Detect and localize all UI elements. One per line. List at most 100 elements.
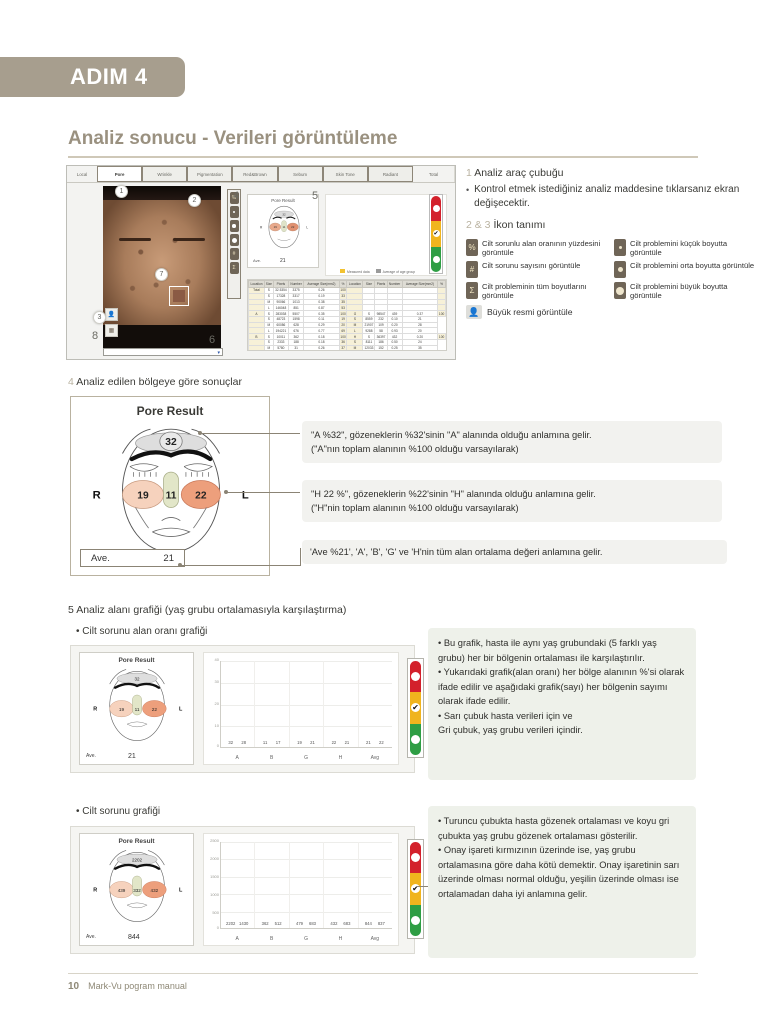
table-row[interactable]: A S 283038 5507 0.35 100 G S 98547 439 0.37 100 xyxy=(248,310,446,317)
section5-sub2: • Cilt sorunu grafiği xyxy=(76,806,160,817)
svg-text:2202: 2202 xyxy=(132,857,143,862)
icon-definitions-grid: % Cilt sorunlu alan oranının yüzdesini g… xyxy=(466,239,756,300)
section4-ave-label: Ave. xyxy=(91,552,110,564)
hash-count-icon[interactable]: # xyxy=(229,248,239,260)
tab-sebum[interactable]: Sebum xyxy=(277,166,323,182)
table-cell: 0.18 xyxy=(303,339,340,346)
svg-text:R: R xyxy=(93,489,101,501)
table-row[interactable]: L 194221 676 0.77 69 L 9288 58 0.93 20 xyxy=(248,327,446,335)
medium-size-icon[interactable] xyxy=(229,220,239,232)
ann-heading-2-num: 2 & 3 xyxy=(466,219,491,231)
leader-line-ave xyxy=(180,565,300,566)
th-size: Size xyxy=(263,280,274,288)
x-axis-label: H xyxy=(338,755,343,761)
table-cell: 283038 xyxy=(272,310,290,317)
sigma-all-icon[interactable]: Σ xyxy=(229,262,239,274)
tab-radiant[interactable]: Radiant xyxy=(367,166,413,182)
bullet-dot-icon: • xyxy=(76,626,80,637)
callout-3: 3 xyxy=(93,311,106,324)
tab-skin-tone[interactable]: Skin Tone xyxy=(322,166,368,182)
bar-value-label: 28 xyxy=(241,740,247,745)
bar-value-label: 683 xyxy=(309,921,317,926)
percent-icon: % xyxy=(466,239,478,256)
page-footer: 10 Mark-Vu pogram manual xyxy=(68,981,187,992)
tab-pore[interactable]: Pore xyxy=(97,166,143,182)
analysis-toolbar[interactable]: Local Pore Wrinkle Pigmentation Red&Brow… xyxy=(67,166,455,183)
callout-2: 2 xyxy=(188,194,201,207)
mini-ave-label: Ave. xyxy=(253,258,261,263)
table-cell: 2333 xyxy=(272,339,290,346)
svg-text:R: R xyxy=(93,706,97,712)
svg-text:19: 19 xyxy=(274,225,278,229)
tab-total[interactable]: Total xyxy=(412,166,455,182)
traffic-yellow: ✔ xyxy=(431,221,441,247)
mini-face-diagram: 32 19 11 22 R L xyxy=(260,205,308,249)
tab-wrinkle[interactable]: Wrinkle xyxy=(142,166,188,182)
chart2-xlabels: A B G H Avg xyxy=(220,936,392,942)
annotations-panel-1: 1 Analiz araç çubuğu • Kontrol etmek ist… xyxy=(466,167,756,319)
percent-icon[interactable]: % xyxy=(229,192,239,204)
tab-local[interactable]: Local xyxy=(67,166,97,182)
table-cell: 31 xyxy=(288,344,305,350)
qr-button[interactable]: ▦ xyxy=(105,324,118,337)
table-cell: 90066 xyxy=(272,298,290,306)
large-size-icon[interactable] xyxy=(229,234,239,246)
x-axis-label: A xyxy=(235,936,239,942)
table-cell: 0.38 xyxy=(303,298,340,306)
ann-bullet-1-text: Kontrol etmek istediğiniz analiz maddesi… xyxy=(474,184,740,209)
tab-pigmentation[interactable]: Pigmentation xyxy=(187,166,233,182)
small-size-icon[interactable] xyxy=(229,206,239,218)
svg-text:11: 11 xyxy=(283,225,286,229)
leader-dot-a xyxy=(198,431,202,435)
icon-def-count: # Cilt sorunu sayısını görüntüle xyxy=(466,261,608,278)
table-cell: 5507 xyxy=(288,310,305,317)
table-row[interactable]: B S 10011 362 0.18 100 H S 36397 432 0.20 100 xyxy=(248,333,446,341)
table-cell: A xyxy=(248,310,265,317)
callout-a-explanation: "A %32", gözeneklerin %32'sinin "A" alan… xyxy=(302,421,722,463)
th-avgsize: Average Size(mm2) xyxy=(303,280,340,288)
section5-traffic-light-2: ✔ xyxy=(407,839,424,939)
th-avgsize-2: Average Size(mm2) xyxy=(401,280,439,288)
table-row[interactable]: M 60086 628 0.29 20 M 21907 109 0.20 28 xyxy=(248,321,446,329)
table-cell: 24 xyxy=(401,339,439,346)
mini-area-chart: Measured data Average of age group xyxy=(325,194,447,276)
table-row[interactable]: S 17328 3317 0.19 33 xyxy=(248,292,446,300)
bar-value-label: 844 xyxy=(364,921,372,926)
table-row[interactable]: M 90066 1013 0.38 35 xyxy=(248,298,446,306)
table-cell xyxy=(248,344,265,350)
table-cell: 439 xyxy=(386,310,403,317)
table-row[interactable]: M 5780 31 0.26 37 M 12033 152 0.25 35 xyxy=(248,344,446,350)
table-cell: 0.50 xyxy=(386,339,403,346)
table-cell xyxy=(401,304,439,312)
big-image-button[interactable]: 👤 xyxy=(105,308,118,321)
table-cell: 48723 xyxy=(272,315,290,323)
svg-text:439: 439 xyxy=(118,888,126,893)
section5-face2-ave-label: Ave. xyxy=(86,934,96,940)
table-row[interactable]: S 48723 1598 0.11 19 S 8559 232 0.10 21 xyxy=(248,315,446,323)
chart2-ylabels: 2500 2000 1500 1000 500 0 xyxy=(210,838,219,930)
icon-def-medium-text: Cilt problemini orta boyutta görüntüle xyxy=(630,261,755,270)
th-percent: % xyxy=(338,280,348,288)
svg-text:R: R xyxy=(93,887,97,893)
bar-value-label: 21 xyxy=(310,740,315,745)
bar-value-label: 21 xyxy=(344,740,350,745)
table-cell: 0.10 xyxy=(386,315,403,323)
ann-heading-2-text: İkon tanımı xyxy=(493,219,546,231)
tab-red-brown[interactable]: Red&Brown xyxy=(232,166,278,182)
results-data-table[interactable]: Location Size Pixels Number Average Size… xyxy=(247,279,447,351)
section5-face2-ave-value: 844 xyxy=(128,934,140,941)
table-cell xyxy=(248,298,265,306)
table-row[interactable]: L 146048 851 0.87 53 xyxy=(248,304,446,312)
x-axis-label: A xyxy=(235,755,239,761)
table-cell xyxy=(386,298,403,306)
analysis-icon-rail[interactable]: % # Σ xyxy=(227,189,241,299)
callout-5: 5 xyxy=(312,190,319,202)
roi-selection-box[interactable] xyxy=(169,286,189,306)
bottom-dropdown[interactable]: ▾ xyxy=(103,348,223,356)
table-row[interactable]: S 2333 188 0.18 36 S 8111 186 0.50 24 xyxy=(248,339,446,346)
table-row[interactable]: Total S 32.5354 3375 0.26 100 xyxy=(248,287,446,294)
section4-face-card: Pore Result 32 19 11 22 R L Ave. 21 xyxy=(70,396,270,576)
x-axis-label: B xyxy=(269,936,274,942)
table-cell: 1013 xyxy=(288,298,305,306)
chevron-down-icon[interactable]: ▾ xyxy=(217,350,220,356)
